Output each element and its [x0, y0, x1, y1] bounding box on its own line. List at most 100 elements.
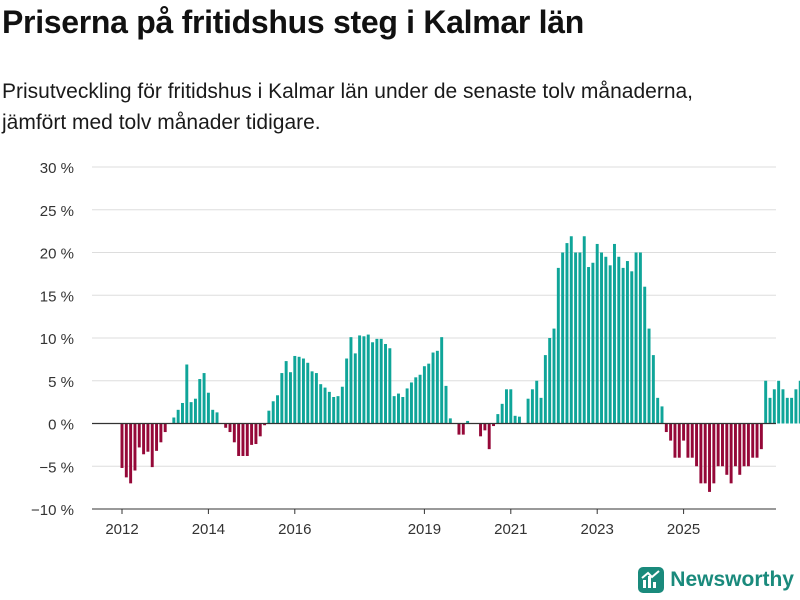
bar — [340, 386, 344, 424]
bar — [690, 423, 694, 458]
bar-chart: −10 % −5 % 0 % 5 % 10 % 15 % 20 % 25 % 30 % 2012… — [31, 160, 800, 538]
bar — [271, 401, 275, 424]
bar — [686, 423, 690, 458]
bar — [768, 397, 772, 424]
x-tick-label: 2014 — [192, 521, 225, 538]
bar — [384, 343, 387, 424]
bar — [427, 363, 431, 424]
bar — [310, 371, 314, 424]
bar — [621, 267, 625, 424]
bar — [798, 380, 800, 424]
bar — [509, 389, 513, 424]
bar — [556, 267, 560, 424]
bar — [492, 423, 495, 427]
bar — [625, 261, 629, 424]
bar — [267, 410, 271, 424]
bar — [345, 358, 349, 424]
bar — [172, 417, 176, 424]
bar — [716, 423, 720, 467]
x-axis-ticks: 2012 2014 2016 2019 2021 2023 2025 — [92, 508, 776, 538]
bar — [319, 384, 323, 424]
bar — [202, 373, 206, 424]
bar — [336, 396, 340, 424]
bar — [785, 397, 789, 424]
bar — [250, 423, 254, 445]
bar — [638, 252, 642, 424]
bar — [790, 397, 794, 424]
bar — [284, 361, 288, 424]
bar — [297, 356, 301, 424]
bar — [371, 342, 375, 424]
bar — [487, 423, 491, 450]
bar — [392, 396, 396, 424]
bar — [211, 409, 215, 424]
bar — [349, 337, 353, 424]
bar — [280, 373, 284, 424]
brand-name: Newsworthy — [670, 568, 794, 591]
bar — [193, 398, 197, 424]
bar — [461, 423, 465, 435]
bar — [440, 337, 444, 424]
bar — [155, 423, 159, 451]
bar — [729, 423, 733, 484]
bar — [526, 398, 530, 424]
bar — [643, 286, 647, 424]
bar — [712, 423, 716, 484]
x-tick-label: 2025 — [667, 521, 700, 538]
chart-subtitle: Prisutveckling för fritidshus i Kalmar l… — [2, 80, 694, 134]
bar — [703, 423, 707, 484]
bar — [379, 338, 383, 424]
bar — [539, 397, 543, 424]
bar — [772, 389, 776, 424]
bar — [794, 389, 798, 424]
y-tick-label: 10 % — [40, 331, 74, 348]
bar — [725, 423, 729, 475]
bar — [630, 271, 634, 424]
bar — [276, 395, 279, 424]
bar — [759, 423, 763, 450]
bar — [479, 423, 483, 437]
bar — [591, 262, 595, 424]
bar — [582, 236, 586, 424]
bar — [362, 336, 366, 424]
bar — [353, 353, 357, 424]
y-tick-label: 30 % — [40, 160, 74, 177]
bar — [241, 423, 245, 456]
bar — [314, 373, 318, 424]
bar — [146, 423, 150, 452]
bar — [677, 423, 681, 458]
bar — [651, 355, 655, 424]
bar — [496, 414, 500, 424]
bar — [600, 252, 603, 424]
bar — [301, 358, 305, 424]
bar — [738, 423, 742, 475]
bar — [466, 420, 470, 424]
bar — [483, 423, 487, 431]
bar — [185, 364, 189, 424]
bar — [129, 423, 133, 484]
bar — [366, 334, 370, 424]
chart-title: Priserna på fritidshus steg i Kalmar län — [2, 4, 584, 40]
bar — [435, 350, 439, 424]
bar — [306, 362, 310, 424]
bar — [397, 393, 400, 424]
bar — [137, 423, 141, 448]
y-tick-label: −10 % — [31, 502, 74, 519]
bar — [595, 243, 599, 424]
y-tick-label: 15 % — [40, 288, 74, 305]
bar — [327, 391, 331, 424]
bar — [548, 338, 552, 424]
bar — [133, 423, 137, 471]
y-tick-label: 0 % — [48, 417, 74, 434]
bar — [422, 366, 426, 424]
bar — [215, 412, 219, 424]
bar — [673, 423, 677, 458]
bar — [543, 355, 547, 424]
bar — [613, 243, 616, 424]
gridlines — [92, 166, 776, 510]
bar — [669, 423, 673, 441]
brand-logo: Newsworthy — [638, 566, 794, 594]
bar — [656, 397, 660, 424]
bars — [120, 236, 800, 492]
bar — [120, 423, 124, 468]
